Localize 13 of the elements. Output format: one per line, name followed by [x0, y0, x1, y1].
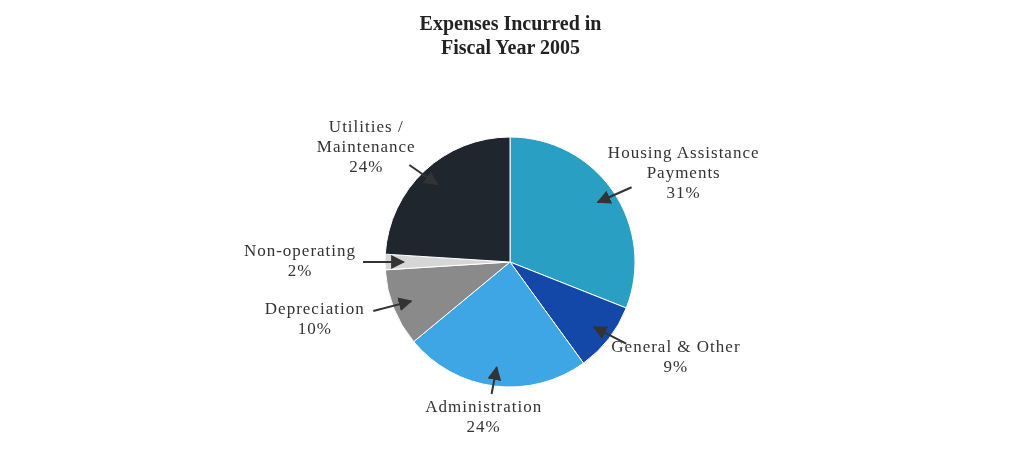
- slice-label: Depreciation: [264, 298, 365, 318]
- slice-label: General & Other: [611, 337, 741, 357]
- data-label: 31%: [666, 182, 701, 202]
- data-label: 10%: [297, 318, 332, 338]
- slice-label: Administration: [425, 396, 543, 416]
- data-label: 9%: [663, 357, 689, 377]
- slice-label: Utilities / Maintenance: [316, 116, 416, 156]
- slice-label: Non-operating: [243, 241, 357, 260]
- data-label: 24%: [466, 416, 501, 436]
- slice-label: Housing Assistance Payments: [607, 142, 760, 182]
- data-label: 2%: [287, 261, 313, 280]
- chart-title: Expenses Incurred in Fiscal Year 2005: [419, 12, 602, 58]
- data-label: 24%: [349, 156, 384, 176]
